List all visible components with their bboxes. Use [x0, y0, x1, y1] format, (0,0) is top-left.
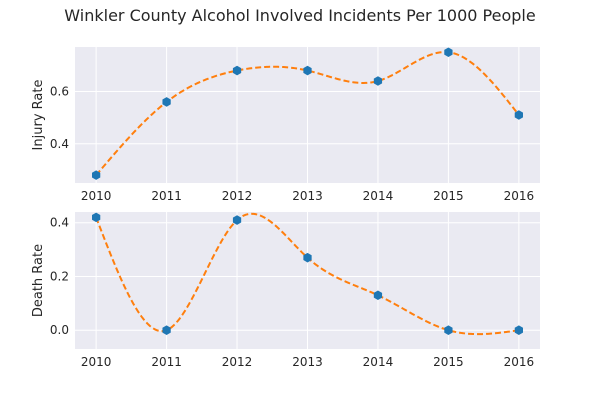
- y-axis-label: Injury Rate: [31, 80, 46, 151]
- data-point: [514, 325, 523, 335]
- y-tick-label: 0.4: [50, 137, 69, 151]
- data-point: [162, 325, 171, 335]
- x-tick-label: 2013: [292, 355, 323, 369]
- x-tick-label: 2010: [81, 189, 112, 203]
- data-point: [303, 252, 312, 263]
- x-tick-label: 2013: [292, 189, 323, 203]
- y-axis-label: Death Rate: [31, 244, 46, 317]
- data-point: [444, 325, 453, 335]
- x-tick-label: 2016: [504, 355, 535, 369]
- y-tick-label: 0.4: [50, 216, 69, 230]
- x-tick-label: 2014: [363, 355, 394, 369]
- subplot-2: 2010 2011 2012 2013 2014 2015 2016 0.0 0.2 0.4 Dea…: [31, 212, 540, 369]
- data-point: [373, 76, 383, 86]
- data-point: [514, 110, 523, 120]
- x-tick-label: 2012: [222, 189, 253, 203]
- data-point: [444, 47, 453, 58]
- x-tick-label: 2010: [81, 355, 112, 369]
- x-tick-label: 2014: [363, 189, 394, 203]
- data-point: [92, 170, 101, 180]
- y-tick-label: 0.0: [50, 323, 69, 337]
- y-tick-label: 0.2: [50, 269, 69, 283]
- x-tick-label: 2015: [433, 355, 464, 369]
- data-point: [232, 65, 242, 76]
- subplot-1: 2010 2011 2012 2013 2014 2015 2016 0.4 0.6 Injury…: [31, 47, 540, 203]
- x-tick-label: 2015: [433, 189, 464, 203]
- data-point: [303, 65, 312, 76]
- data-point: [232, 215, 242, 225]
- x-tick-label: 2011: [151, 189, 182, 203]
- x-tick-label: 2012: [222, 355, 253, 369]
- data-point: [162, 97, 171, 107]
- x-tick-label: 2016: [504, 189, 535, 203]
- x-tick-label: 2011: [151, 355, 182, 369]
- y-tick-label: 0.6: [50, 84, 69, 98]
- data-point: [92, 212, 101, 223]
- chart-title: Winkler County Alcohol Involved Incident…: [64, 6, 535, 25]
- data-point: [373, 290, 383, 301]
